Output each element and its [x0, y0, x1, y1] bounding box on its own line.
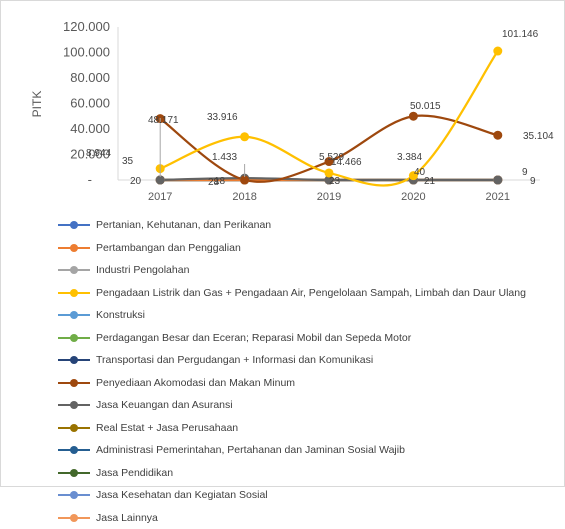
y-tick-label: 100.000 — [63, 45, 110, 60]
legend-swatch — [58, 310, 90, 320]
legend-label: Real Estat + Jasa Perusahaan — [96, 422, 238, 434]
legend-label: Konstruksi — [96, 309, 145, 321]
y-tick-label: 60.000 — [70, 96, 110, 111]
legend-label: Jasa Lainnya — [96, 512, 158, 524]
data-label: 18 — [214, 176, 226, 187]
legend-label: Jasa Kesehatan dan Kegiatan Sosial — [96, 489, 268, 501]
legend-item: Real Estat + Jasa Perusahaan — [58, 417, 526, 440]
legend-item: Pertambangan dan Penggalian — [58, 237, 526, 260]
legend-label: Pertanian, Kehutanan, dan Perikanan — [96, 219, 271, 231]
legend-label: Transportasi dan Pergudangan + Informasi… — [96, 354, 373, 366]
legend-item: Konstruksi — [58, 304, 526, 327]
legend-label: Pertambangan dan Penggalian — [96, 242, 241, 254]
legend-swatch — [58, 445, 90, 455]
x-tick-label: 2021 — [486, 191, 510, 203]
data-point-penyediaan-akomodasi-dan-makan-minum — [493, 131, 502, 140]
legend-item: Transportasi dan Pergudangan + Informasi… — [58, 349, 526, 372]
data-label: 35.104 — [523, 131, 554, 142]
legend-swatch — [58, 423, 90, 433]
legend-label: Industri Pengolahan — [96, 264, 189, 276]
legend-label: Administrasi Pemerintahan, Pertahanan da… — [96, 444, 405, 456]
legend-swatch — [58, 513, 90, 523]
data-label: 9 — [522, 167, 528, 178]
y-tick-label: 40.000 — [70, 121, 110, 136]
data-label: 35 — [122, 156, 134, 167]
legend-swatch — [58, 378, 90, 388]
data-label: 50.015 — [410, 101, 441, 112]
legend-label: Perdagangan Besar dan Eceran; Reparasi M… — [96, 332, 411, 344]
legend-swatch — [58, 265, 90, 275]
data-label: 101.146 — [502, 29, 539, 40]
x-tick-label: 2018 — [232, 191, 256, 203]
legend-swatch — [58, 220, 90, 230]
data-label: 20 — [130, 176, 142, 187]
data-label: 1.433 — [212, 152, 237, 163]
x-tick-label: 2020 — [401, 191, 425, 203]
data-label: 21 — [424, 176, 436, 187]
legend-label: Pengadaan Listrik dan Gas + Pengadaan Ai… — [96, 287, 526, 299]
legend: Pertanian, Kehutanan, dan Perikanan Perta… — [58, 214, 526, 529]
y-tick-label: 120.000 — [63, 19, 110, 34]
legend-item: Pengadaan Listrik dan Gas + Pengadaan Ai… — [58, 282, 526, 305]
data-label: 9 — [530, 176, 536, 187]
y-tick-label: 80.000 — [70, 70, 110, 85]
legend-swatch — [58, 243, 90, 253]
data-point-penyediaan-akomodasi-dan-makan-minum — [409, 112, 418, 121]
legend-item: Jasa Pendidikan — [58, 462, 526, 485]
data-label: 14.466 — [331, 157, 362, 168]
y-tick-label: - — [88, 172, 92, 187]
legend-swatch — [58, 468, 90, 478]
legend-label: Jasa Pendidikan — [96, 467, 173, 479]
y-axis-title: PITK — [30, 91, 44, 118]
legend-swatch — [58, 288, 90, 298]
data-label: 8.944 — [86, 148, 111, 159]
legend-item: Jasa Kesehatan dan Kegiatan Sosial — [58, 484, 526, 507]
legend-item: Perdagangan Besar dan Eceran; Reparasi M… — [58, 327, 526, 350]
legend-swatch — [58, 490, 90, 500]
data-label: 23 — [329, 176, 341, 187]
legend-item: Jasa Keuangan dan Asuransi — [58, 394, 526, 417]
legend-swatch — [58, 400, 90, 410]
data-label: 48.171 — [148, 115, 179, 126]
legend-swatch — [58, 333, 90, 343]
data-label: 33.916 — [207, 112, 238, 123]
data-point-jasa-keuangan-dan-asuransi — [493, 175, 502, 184]
data-label: 3.384 — [397, 152, 422, 163]
legend-item: Pertanian, Kehutanan, dan Perikanan — [58, 214, 526, 237]
data-point-pengadaan-listrik-dan-gas-pengadaan-air- — [493, 47, 502, 56]
legend-item: Jasa Lainnya — [58, 507, 526, 529]
data-point-pengadaan-listrik-dan-gas-pengadaan-air- — [240, 132, 249, 141]
x-tick-label: 2017 — [148, 191, 172, 203]
legend-label: Jasa Keuangan dan Asuransi — [96, 399, 233, 411]
legend-item: Penyediaan Akomodasi dan Makan Minum — [58, 372, 526, 395]
legend-swatch — [58, 355, 90, 365]
legend-item: Industri Pengolahan — [58, 259, 526, 282]
legend-label: Penyediaan Akomodasi dan Makan Minum — [96, 377, 295, 389]
legend-item: Administrasi Pemerintahan, Pertahanan da… — [58, 439, 526, 462]
x-tick-label: 2019 — [317, 191, 341, 203]
